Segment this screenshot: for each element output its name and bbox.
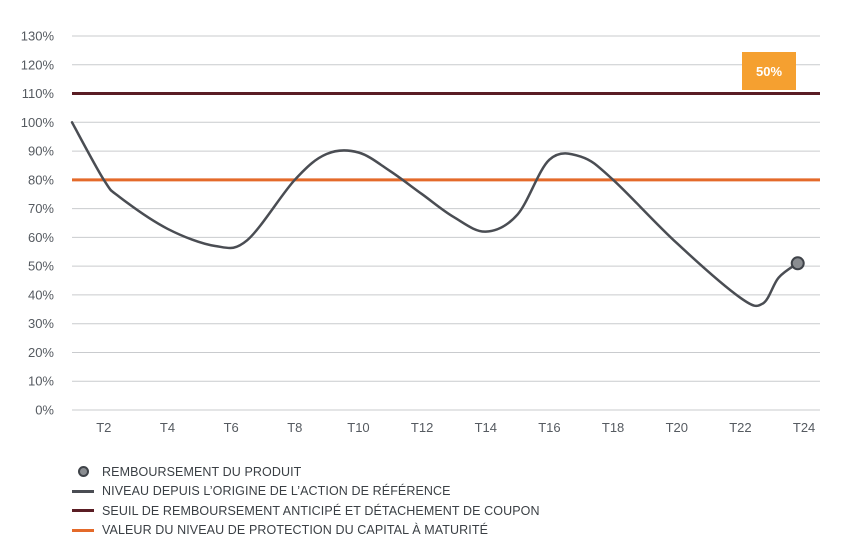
legend-item-remboursement: REMBOURSEMENT DU PRODUIT bbox=[72, 462, 540, 482]
y-tick-label: 110% bbox=[22, 86, 55, 101]
annotation-label: 50% bbox=[756, 64, 782, 79]
x-tick-label: T12 bbox=[411, 420, 433, 435]
legend-label: VALEUR DU NIVEAU DE PROTECTION DU CAPITA… bbox=[102, 523, 489, 538]
x-tick-label: T16 bbox=[538, 420, 560, 435]
legend-marker-line bbox=[72, 528, 94, 532]
y-tick-label: 40% bbox=[28, 287, 54, 302]
x-tick-label: T18 bbox=[602, 420, 624, 435]
y-tick-label: 20% bbox=[28, 345, 54, 360]
chart-legend: REMBOURSEMENT DU PRODUIT NIVEAU DEPUIS L… bbox=[72, 462, 540, 540]
legend-item-niveau: NIVEAU DEPUIS L’ORIGINE DE L’ACTION DE R… bbox=[72, 482, 540, 502]
legend-marker-line bbox=[72, 509, 94, 513]
y-tick-label: 50% bbox=[28, 259, 54, 274]
x-tick-label: T8 bbox=[287, 420, 302, 435]
x-tick-label: T6 bbox=[224, 420, 239, 435]
legend-label: REMBOURSEMENT DU PRODUIT bbox=[102, 464, 302, 479]
annotation-box bbox=[742, 52, 796, 90]
legend-marker-line bbox=[72, 489, 94, 493]
legend-label: NIVEAU DEPUIS L’ORIGINE DE L’ACTION DE R… bbox=[102, 484, 451, 499]
legend-item-protection: VALEUR DU NIVEAU DE PROTECTION DU CAPITA… bbox=[72, 521, 540, 541]
x-tick-label: T10 bbox=[347, 420, 369, 435]
legend-item-seuil: SEUIL DE REMBOURSEMENT ANTICIPÉ ET DÉTAC… bbox=[72, 501, 540, 521]
remboursement-marker bbox=[790, 256, 805, 271]
y-tick-label: 60% bbox=[28, 230, 54, 245]
x-tick-label: T22 bbox=[729, 420, 751, 435]
y-tick-label: 70% bbox=[28, 201, 54, 216]
x-tick-label: T4 bbox=[160, 420, 175, 435]
x-tick-label: T24 bbox=[793, 420, 815, 435]
y-tick-label: 100% bbox=[21, 115, 55, 130]
y-tick-label: 30% bbox=[28, 316, 54, 331]
y-tick-label: 120% bbox=[21, 57, 55, 72]
y-tick-label: 90% bbox=[28, 144, 54, 159]
y-tick-label: 80% bbox=[28, 172, 54, 187]
y-tick-label: 0% bbox=[35, 403, 54, 418]
legend-marker-circle bbox=[72, 466, 94, 478]
x-tick-label: T14 bbox=[475, 420, 497, 435]
series-line bbox=[70, 121, 799, 308]
x-tick-label: T20 bbox=[666, 420, 688, 435]
legend-label: SEUIL DE REMBOURSEMENT ANTICIPÉ ET DÉTAC… bbox=[102, 503, 540, 518]
y-tick-label: 10% bbox=[28, 374, 54, 389]
y-tick-label: 130% bbox=[21, 29, 55, 44]
x-tick-label: T2 bbox=[96, 420, 111, 435]
